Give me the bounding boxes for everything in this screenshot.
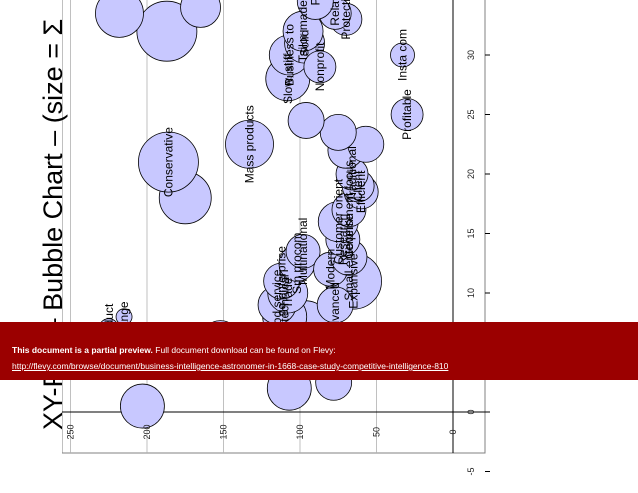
bubble-label-31: Solid (298, 30, 312, 57)
x-tick-label-10: 10 (466, 288, 476, 298)
preview-banner: This document is a partial preview. Full… (0, 322, 638, 380)
y-tick-label-100: 100 (295, 424, 305, 439)
bubble-label-29: Slow, stiff (281, 53, 295, 104)
bubble-28 (225, 119, 274, 169)
bubble-24 (287, 102, 325, 139)
bubble-label-37: P (308, 0, 322, 5)
bubble-label-32: Tailor made (296, 0, 310, 62)
y-tick-label-250: 250 (66, 424, 76, 439)
bubble-label-25: Profitable (400, 89, 414, 140)
bubble-label-33: Nonprofit (313, 42, 327, 91)
bubble-38 (136, 0, 198, 62)
bubble-40 (95, 0, 144, 38)
x-tick-label--5: -5 (466, 467, 476, 475)
banner-notice-text: Full document download can be found on F… (155, 345, 336, 355)
bubble-label-27: Conservative (161, 127, 175, 197)
bubble-label-19: Client (351, 170, 365, 201)
bubble-label-12: dvanced (328, 282, 342, 327)
bubble-label-36: Rela (328, 1, 342, 26)
x-tick-label-30: 30 (466, 50, 476, 60)
y-tick-label-50: 50 (372, 427, 382, 437)
slide-title-band: XY-Plot – Bubble Chart – (size = Σ (0, 0, 68, 493)
bubble-0 (120, 383, 165, 429)
bubble-33 (303, 50, 337, 84)
bubble-label-17: Government focus (342, 161, 356, 259)
x-tick-label-20: 20 (466, 169, 476, 179)
bubble-label-30: Business to (282, 24, 296, 86)
bubble-label-14: Small enterprise (342, 214, 356, 301)
y-tick-label-150: 150 (219, 424, 229, 439)
bubble-label-15: Research (336, 214, 350, 265)
bubble-label-28: Mass products (243, 105, 257, 183)
bubble-39 (180, 0, 221, 28)
x-tick-label-0: 0 (466, 409, 476, 414)
x-tick-label-15: 15 (466, 228, 476, 238)
bubble-label-20: Traditional (345, 146, 359, 202)
bubble-25 (390, 98, 424, 131)
x-tick-label-25: 25 (466, 109, 476, 119)
bubble-label-18: Efficient (354, 170, 368, 213)
bubble-34 (390, 42, 415, 68)
bubble-label-35: Protecti (339, 0, 353, 40)
bubble-10 (285, 233, 321, 269)
y-tick-label-200: 200 (142, 424, 152, 439)
bubble-37 (296, 0, 334, 20)
bubble-label-9: Sm procom (290, 233, 304, 294)
y-tick-label-0: 0 (448, 429, 458, 434)
bubbles-layer (95, 0, 424, 429)
bubble-label-11: Expansive (347, 253, 361, 309)
banner-download-link[interactable]: http://flevy.com/browse/document/busines… (12, 361, 449, 371)
bubble-label-8: ge enterprise (275, 246, 289, 316)
bubble-label-16: Customer orient (331, 178, 345, 264)
bubble-label-13: Modern (324, 249, 338, 290)
bubble-label-10: Multinational (296, 218, 310, 285)
banner-notice-bold: This document is a partial preview. (12, 345, 153, 355)
bubble-27 (138, 131, 199, 193)
bubble-label-34: Insta com (396, 29, 410, 81)
bubble-23 (319, 113, 357, 151)
ticks-layer: -5051015202530050100150200250 (66, 50, 490, 476)
bubble-label-7: Trade (281, 277, 295, 308)
